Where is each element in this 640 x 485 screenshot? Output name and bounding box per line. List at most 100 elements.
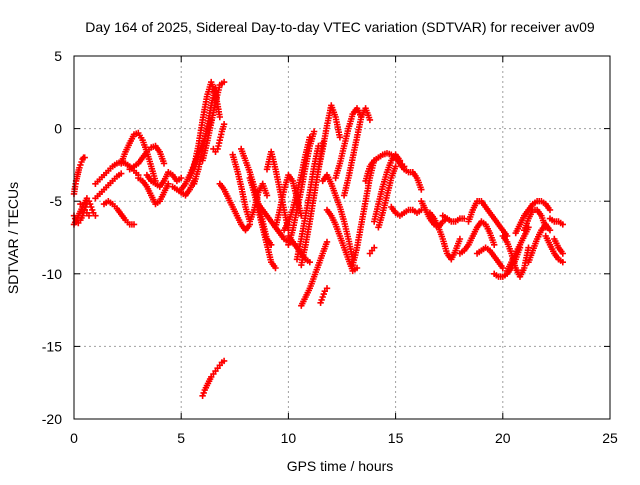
series-t30 <box>285 232 313 266</box>
series-t43 <box>392 154 425 193</box>
series-t11 <box>143 169 185 190</box>
data-point-markers <box>503 224 532 275</box>
x-tick-label: 15 <box>388 430 404 446</box>
series-t36 <box>332 105 365 182</box>
series-t28 <box>293 142 322 263</box>
x-tick-label: 0 <box>70 430 78 446</box>
series-t31 <box>298 238 331 309</box>
data-point-markers <box>199 357 228 399</box>
data-point-markers <box>135 174 172 208</box>
y-tick-labels: 5 0 -5 -10 -15 -20 <box>42 48 62 427</box>
series-t10 <box>135 174 172 208</box>
data-point-markers <box>246 174 279 272</box>
series-t47 <box>439 212 468 225</box>
data-point-markers <box>143 169 185 190</box>
data-point-markers <box>456 218 498 257</box>
data-point-markers <box>551 235 566 257</box>
data-point-markers <box>77 200 93 219</box>
y-tick-label: -20 <box>42 411 62 427</box>
series-t33 <box>315 102 344 173</box>
series-t27 <box>285 128 318 248</box>
series-t4 <box>77 200 93 219</box>
series-t6 <box>92 170 125 202</box>
series-t7 <box>100 198 138 228</box>
data-point-markers <box>473 244 506 272</box>
data-point-markers <box>293 142 322 263</box>
y-tick-label: 5 <box>54 48 62 64</box>
data-point-markers <box>340 105 374 199</box>
data-point-markers <box>92 158 142 187</box>
x-tick-label: 20 <box>495 430 511 446</box>
data-point-markers <box>332 105 365 182</box>
data-point-markers <box>542 232 566 266</box>
series-t58 <box>546 215 566 228</box>
data-point-markers <box>319 171 356 263</box>
series-t19 <box>216 180 253 234</box>
data-point-markers <box>317 285 331 306</box>
data-point-markers <box>216 180 253 234</box>
series-t44 <box>388 203 425 219</box>
series-t14 <box>186 78 223 182</box>
data-point-markers <box>366 244 378 257</box>
data-point-markers <box>70 154 88 198</box>
data-point-markers <box>546 215 566 228</box>
axis-ticks <box>73 55 611 420</box>
data-point-markers <box>298 238 331 309</box>
data-point-markers <box>525 221 554 266</box>
data-point-markers <box>210 121 228 155</box>
data-point-markers <box>439 212 468 225</box>
x-tick-labels: 0 5 10 15 20 25 <box>70 430 618 446</box>
data-point-markers <box>199 78 228 164</box>
series-t9 <box>126 142 168 173</box>
series-t17 <box>199 357 228 399</box>
series-t37 <box>340 105 374 199</box>
data-point-markers <box>521 206 549 234</box>
series-t57 <box>542 232 566 266</box>
series-t42 <box>375 163 399 231</box>
series-t55 <box>521 206 549 234</box>
series-t39 <box>366 244 378 257</box>
data-point-markers <box>392 154 425 193</box>
y-tick-label: -5 <box>50 193 63 209</box>
data-point-markers <box>92 170 125 202</box>
data-point-markers <box>285 232 313 266</box>
data-point-markers <box>375 163 399 231</box>
data-points <box>70 78 566 399</box>
y-tick-label: -15 <box>42 338 62 354</box>
x-axis-label: GPS time / hours <box>287 458 394 474</box>
x-tick-label: 10 <box>281 430 297 446</box>
series-t54 <box>512 198 554 237</box>
data-point-markers <box>100 198 138 228</box>
y-tick-label: 0 <box>54 121 62 137</box>
series-t35 <box>323 206 361 275</box>
data-point-markers <box>426 209 464 263</box>
series-t38 <box>349 157 378 269</box>
data-point-markers <box>388 203 425 219</box>
data-point-markers <box>315 102 344 173</box>
x-tick-label: 25 <box>602 430 618 446</box>
series-t18 <box>210 121 228 155</box>
data-point-markers <box>465 198 511 240</box>
data-point-markers <box>323 206 361 275</box>
series-t46 <box>426 209 464 263</box>
chart-title: Day 164 of 2025, Sidereal Day-to-day VTE… <box>85 19 595 35</box>
series-t5 <box>92 158 142 187</box>
y-tick-label: -10 <box>42 266 62 282</box>
series-t59 <box>551 235 566 257</box>
data-point-markers <box>285 128 318 248</box>
series-t50 <box>473 244 506 272</box>
x-tick-label: 5 <box>177 430 185 446</box>
series-t34 <box>319 171 356 263</box>
data-point-markers <box>126 142 168 173</box>
y-axis-label: SDTVAR / TECUs <box>5 182 21 294</box>
series-t16 <box>199 78 228 164</box>
plot-frame <box>73 55 611 420</box>
series-t32 <box>317 285 331 306</box>
series-t48 <box>456 218 498 257</box>
series-t53 <box>503 224 532 275</box>
series-t56 <box>525 221 554 266</box>
data-point-markers <box>349 157 378 269</box>
data-point-markers <box>186 78 223 182</box>
series-t49 <box>465 198 511 240</box>
